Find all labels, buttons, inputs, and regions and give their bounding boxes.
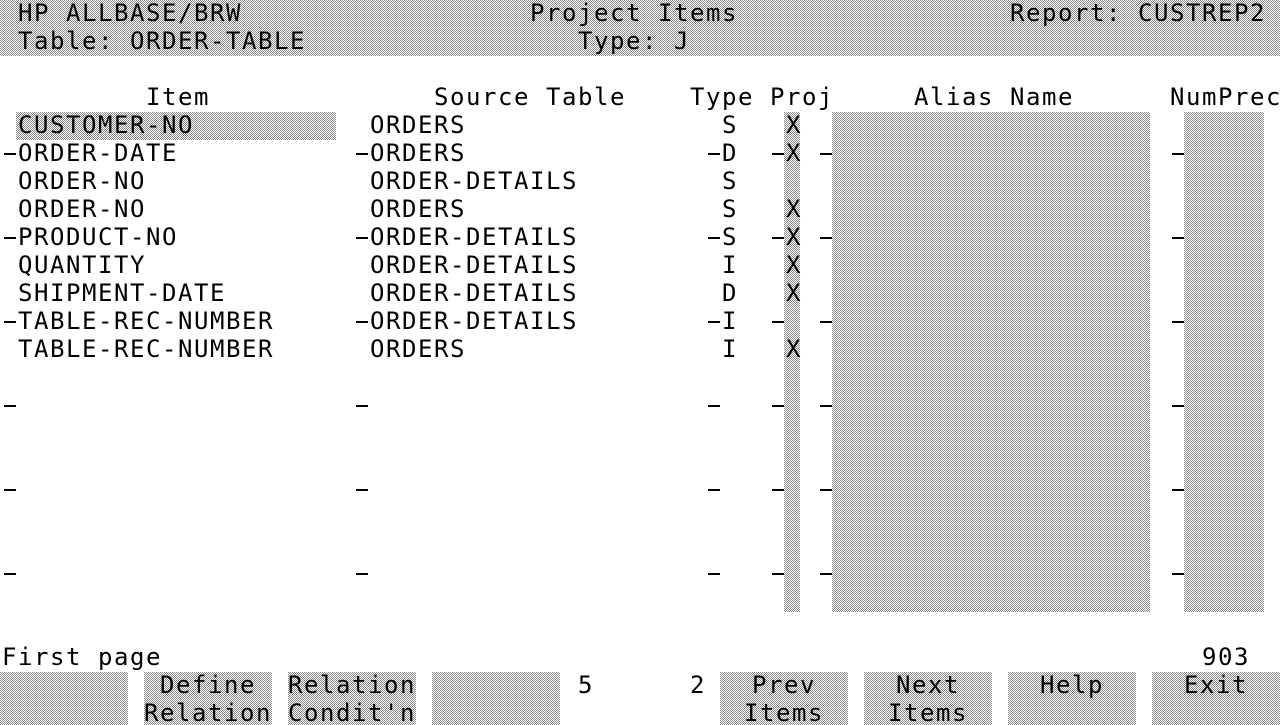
softkey-blank — [0, 672, 128, 725]
item-type: S — [722, 195, 738, 223]
status-code: 903 — [1202, 643, 1250, 671]
source-table: ORDER-DETAILS — [370, 251, 578, 279]
item-name: TABLE-REC-NUMBER — [18, 307, 274, 335]
source-table: ORDERS — [370, 139, 466, 167]
header-band — [0, 0, 1280, 56]
source-table: ORDERS — [370, 111, 466, 139]
item-name: ORDER-NO — [18, 167, 146, 195]
proj-field — [784, 112, 800, 612]
column-header: Item — [146, 83, 210, 111]
report-name: Report: CUSTREP2 — [1010, 0, 1266, 27]
column-header: Source Table — [434, 83, 626, 111]
softkey[interactable] — [144, 672, 272, 725]
item-type: D — [722, 279, 738, 307]
proj-flag: X — [786, 279, 802, 307]
numprec-field — [1184, 112, 1264, 612]
softkey-label: Items — [888, 699, 968, 725]
proj-flag: X — [786, 335, 802, 363]
softkey[interactable] — [288, 672, 416, 725]
softkey[interactable] — [1152, 672, 1280, 725]
item-type: D — [722, 139, 738, 167]
softkey[interactable] — [1008, 672, 1136, 725]
source-table: ORDER-DETAILS — [370, 223, 578, 251]
source-table: ORDERS — [370, 335, 466, 363]
item-type: S — [722, 223, 738, 251]
softkey-label: Items — [744, 699, 824, 725]
softkey-label: Define — [160, 671, 256, 699]
softkey-blank — [432, 672, 560, 725]
column-header: Proj — [770, 83, 834, 111]
count: 5 — [578, 671, 594, 699]
table-name: Table: ORDER-TABLE — [18, 27, 306, 55]
softkey[interactable] — [720, 672, 848, 725]
softkey-label: Prev — [752, 671, 816, 699]
source-table: ORDER-DETAILS — [370, 167, 578, 195]
app-name: HP ALLBASE/BRW — [18, 0, 242, 27]
screen-title: Project Items — [530, 0, 738, 27]
softkey-label: Exit — [1184, 671, 1248, 699]
item-type: S — [722, 111, 738, 139]
item-type: I — [722, 335, 738, 363]
item-type: I — [722, 307, 738, 335]
softkey-label: Condit'n — [288, 699, 416, 725]
proj-flag: X — [786, 251, 802, 279]
proj-flag: X — [786, 195, 802, 223]
source-table: ORDER-DETAILS — [370, 307, 578, 335]
column-header: NumPrec — [1170, 83, 1280, 111]
item-type: I — [722, 251, 738, 279]
column-header: Type — [690, 83, 754, 111]
item-name: SHIPMENT-DATE — [18, 279, 226, 307]
softkey-label: Relation — [144, 699, 272, 725]
item-name: TABLE-REC-NUMBER — [18, 335, 274, 363]
status-message: First page — [2, 643, 162, 671]
column-header: Alias Name — [914, 83, 1074, 111]
proj-flag: X — [786, 139, 802, 167]
softkey-label: Help — [1040, 671, 1104, 699]
alias-field — [832, 112, 1150, 612]
proj-flag: X — [786, 111, 802, 139]
softkey-label: Next — [896, 671, 960, 699]
item-name: PRODUCT-NO — [18, 223, 178, 251]
item-type: S — [722, 167, 738, 195]
proj-flag: X — [786, 223, 802, 251]
softkey[interactable] — [864, 672, 992, 725]
source-table: ORDERS — [370, 195, 466, 223]
item-name: ORDER-DATE — [18, 139, 178, 167]
count: 2 — [690, 671, 706, 699]
current-field — [16, 112, 336, 140]
source-table: ORDER-DETAILS — [370, 279, 578, 307]
softkey-label: Relation — [288, 671, 416, 699]
item-name: QUANTITY — [18, 251, 146, 279]
join-type: Type: J — [578, 27, 690, 55]
item-name: ORDER-NO — [18, 195, 146, 223]
item-name: CUSTOMER-NO — [18, 111, 194, 139]
